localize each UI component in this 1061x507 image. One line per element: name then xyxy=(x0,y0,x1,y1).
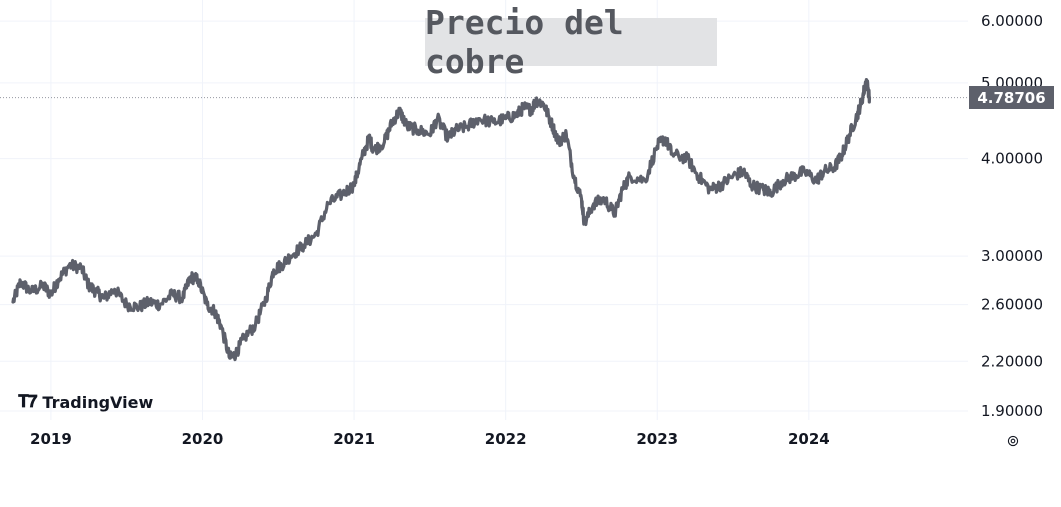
x-tick-label: 2021 xyxy=(333,430,375,448)
x-axis-ticks: 2019 2020 2021 2022 2023 2024 xyxy=(30,430,830,448)
last-price-label: 4.78706 xyxy=(969,86,1054,110)
y-tick-label: 2.60000 xyxy=(981,296,1043,314)
x-tick-label: 2019 xyxy=(30,430,72,448)
copper-price-line xyxy=(11,78,872,362)
x-tick-label: 2023 xyxy=(636,430,678,448)
x-tick-label: 2024 xyxy=(788,430,830,448)
gear-icon[interactable] xyxy=(1006,434,1020,448)
y-tick-label: 2.20000 xyxy=(981,352,1043,370)
y-tick-label: 4.00000 xyxy=(981,150,1043,168)
grid-lines xyxy=(0,0,968,420)
tradingview-logo-icon: 𝐓𝟕 xyxy=(18,392,37,412)
y-axis-ticks: 6.000005.000004.000003.000002.600002.200… xyxy=(981,12,1043,420)
chart-title: Precio del cobre xyxy=(425,3,624,81)
x-tick-label: 2020 xyxy=(182,430,224,448)
tradingview-logo-text: TradingView xyxy=(42,392,154,412)
x-tick-label: 2022 xyxy=(485,430,527,448)
y-tick-label: 6.00000 xyxy=(981,12,1043,30)
chart-title-box: Precio del cobre xyxy=(425,3,717,81)
tradingview-logo[interactable]: 𝐓𝟕 TradingView xyxy=(18,392,153,412)
y-tick-label: 1.90000 xyxy=(981,402,1043,420)
y-tick-label: 3.00000 xyxy=(981,247,1043,265)
